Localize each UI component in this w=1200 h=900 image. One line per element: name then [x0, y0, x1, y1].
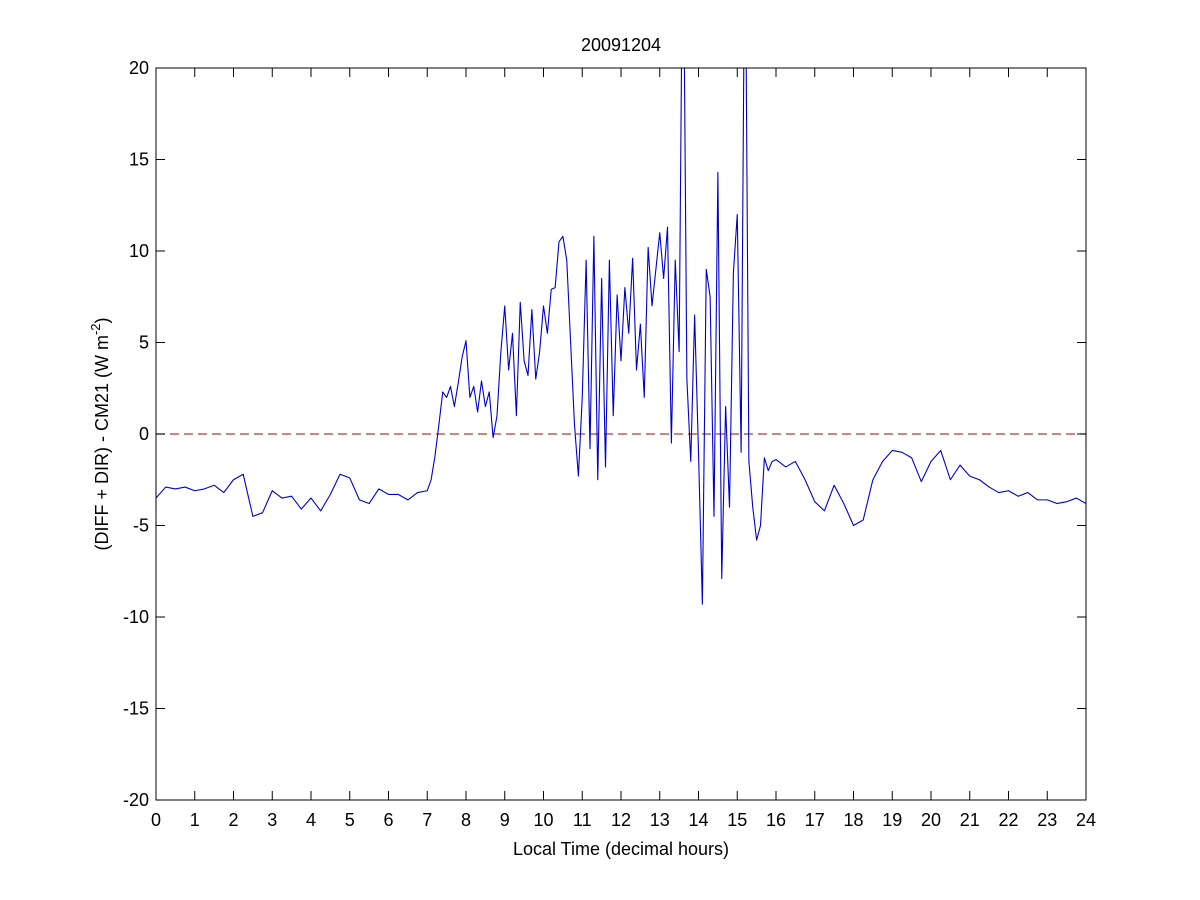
x-tick-label: 13 — [650, 810, 670, 830]
y-tick-label: -10 — [123, 607, 149, 627]
x-tick-label: 18 — [843, 810, 863, 830]
y-axis-label-text: (DIFF + DIR) - CM21 (W m — [92, 335, 112, 550]
x-tick-label: 2 — [228, 810, 238, 830]
x-tick-label: 22 — [998, 810, 1018, 830]
x-tick-label: 24 — [1076, 810, 1096, 830]
x-tick-label: 21 — [960, 810, 980, 830]
y-tick-label: 15 — [129, 150, 149, 170]
y-tick-label: 5 — [139, 333, 149, 353]
x-tick-label: 8 — [461, 810, 471, 830]
x-tick-label: 0 — [151, 810, 161, 830]
y-tick-label: -20 — [123, 790, 149, 810]
y-tick-label: 0 — [139, 424, 149, 444]
plot-area — [156, 68, 1086, 605]
y-tick-label: 10 — [129, 241, 149, 261]
x-tick-label: 1 — [190, 810, 200, 830]
y-axis-label-superscript: -2 — [88, 323, 103, 335]
x-tick-label: 3 — [267, 810, 277, 830]
x-tick-label: 10 — [533, 810, 553, 830]
x-tick-label: 20 — [921, 810, 941, 830]
y-axis-label: (DIFF + DIR) - CM21 (W m-2) — [88, 317, 112, 550]
y-axis-label-suffix: ) — [92, 317, 112, 323]
x-tick-label: 17 — [805, 810, 825, 830]
x-tick-label: 6 — [383, 810, 393, 830]
x-tick-label: 7 — [422, 810, 432, 830]
x-tick-label: 16 — [766, 810, 786, 830]
chart-title: 20091204 — [581, 35, 661, 55]
x-tick-label: 14 — [688, 810, 708, 830]
x-tick-label: 19 — [882, 810, 902, 830]
y-tick-label: -15 — [123, 699, 149, 719]
x-tick-label: 5 — [345, 810, 355, 830]
x-tick-label: 4 — [306, 810, 316, 830]
x-tick-label: 11 — [573, 810, 592, 830]
x-tick-label: 23 — [1037, 810, 1057, 830]
x-tick-label: 9 — [500, 810, 510, 830]
x-tick-label: 12 — [611, 810, 631, 830]
data-line — [156, 68, 1086, 605]
y-tick-label: -5 — [133, 516, 149, 536]
y-tick-label: 20 — [129, 58, 149, 78]
x-tick-label: 15 — [727, 810, 747, 830]
x-axis-label: Local Time (decimal hours) — [513, 839, 729, 859]
